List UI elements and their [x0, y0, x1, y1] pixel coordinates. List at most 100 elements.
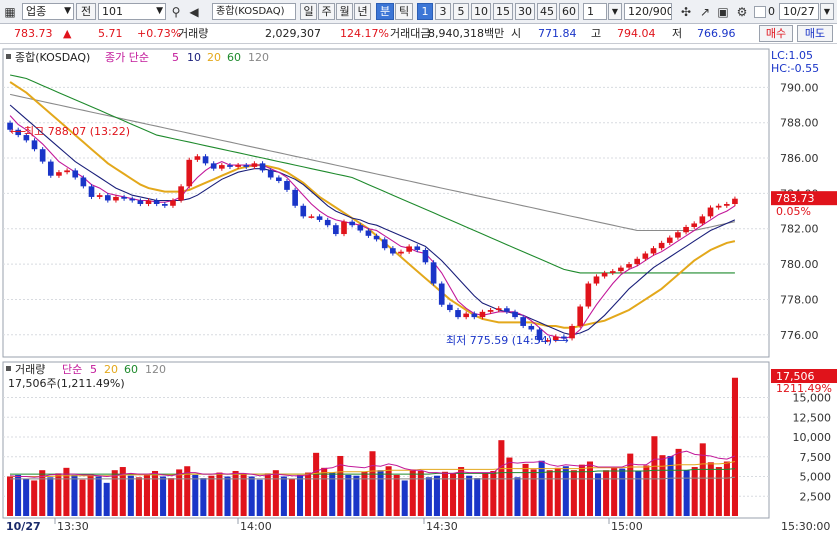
interval-1-button[interactable]: 1	[417, 3, 433, 20]
candle	[520, 317, 526, 326]
candle	[601, 272, 608, 277]
volume-bar	[441, 471, 449, 516]
period-month-button[interactable]: 월	[336, 3, 353, 20]
price-change-percent: +0.73%	[137, 27, 182, 40]
low-label: 저	[672, 27, 683, 40]
lc-indicator: LC:1.05	[771, 49, 813, 62]
interval-3-button[interactable]: 3	[435, 3, 451, 20]
volume-bar	[184, 466, 191, 516]
chart-area[interactable]: 776.00778.00780.00782.00784.00786.00788.…	[0, 44, 837, 536]
volume-bar	[200, 478, 207, 516]
candle	[666, 237, 673, 243]
candle	[609, 271, 616, 273]
volume-bar	[63, 467, 70, 516]
candle	[398, 251, 404, 254]
quote-bar: 783.73 ▲ 5.71 +0.73% 거래량 2,029,307 124.1…	[0, 24, 837, 44]
price-legend-ma5: 5	[172, 51, 179, 64]
last-volume-percent: 1211.49%	[776, 382, 832, 395]
candle	[715, 205, 722, 208]
save-icon[interactable]: ▣	[717, 5, 729, 19]
candle	[47, 161, 54, 176]
volume-bar	[216, 472, 223, 516]
price-y-tick: 786.00	[780, 152, 819, 165]
volume-ma20-line	[10, 461, 736, 477]
grid-menu-icon[interactable]: ▦	[4, 5, 16, 19]
candle	[675, 232, 681, 238]
candle	[626, 264, 632, 268]
interval-60-button[interactable]: 60	[559, 3, 579, 20]
period-year-button[interactable]: 년	[354, 3, 371, 20]
volume-bar	[143, 474, 150, 516]
interval-10-button[interactable]: 10	[471, 3, 491, 20]
volume-bar	[15, 474, 22, 516]
sell-button[interactable]: 매도	[797, 25, 833, 42]
volume-bar	[39, 470, 46, 516]
volume-bar	[595, 473, 602, 516]
candle	[699, 216, 706, 224]
market-select[interactable]: 업종 ▼	[22, 3, 74, 20]
interval-30-button[interactable]: 30	[515, 3, 535, 20]
candle	[552, 336, 559, 341]
candle	[316, 216, 323, 220]
volume-bar	[240, 474, 247, 516]
volume-bar	[135, 477, 142, 516]
price-pane: 776.00778.00780.00782.00784.00786.00788.…	[2, 48, 837, 358]
volume-label: 거래량	[178, 27, 209, 40]
volume-bar	[723, 461, 730, 516]
candle	[88, 186, 95, 197]
volume-bar	[715, 467, 722, 516]
search-icon[interactable]: ⚲	[171, 5, 181, 19]
volume-bar	[401, 480, 408, 516]
chevron-down-icon[interactable]: ▼	[820, 3, 834, 20]
volume-ma60-line	[10, 468, 736, 475]
open-label: 시	[511, 27, 522, 40]
volume-bar	[353, 475, 360, 516]
date-field[interactable]: 10/27	[779, 3, 819, 20]
volume-bar	[667, 455, 674, 516]
low-annotation-text: 최저 775.59 (14:54)	[446, 334, 552, 347]
volume-bar	[586, 461, 594, 516]
price-y-tick: 790.00	[780, 81, 819, 94]
period-week-button[interactable]: 주	[318, 3, 335, 20]
candle	[267, 170, 274, 178]
gear-icon[interactable]: ⚙	[736, 5, 748, 19]
buy-button[interactable]: 매수	[759, 25, 793, 42]
code-input-value: 101	[102, 5, 123, 18]
period-tick-button[interactable]: 틱	[395, 3, 413, 20]
period-day-button[interactable]: 일	[300, 3, 317, 20]
high-value: 794.04	[617, 27, 656, 40]
code-input[interactable]: 101 ▼	[98, 3, 166, 20]
pane-toggle-icon[interactable]	[6, 366, 11, 371]
chevron-down-icon[interactable]: ▼	[608, 3, 622, 20]
period-minute-button[interactable]: 분	[376, 3, 394, 20]
interval-15-button[interactable]: 15	[493, 3, 513, 20]
interval-input[interactable]: 1	[583, 3, 607, 20]
candle	[406, 246, 412, 252]
candle	[56, 172, 62, 176]
volume-legend-ma60: 60	[124, 363, 138, 376]
candle	[593, 276, 600, 284]
volume-bar	[176, 469, 183, 516]
zero-checkbox[interactable]	[754, 6, 766, 18]
draw-line-icon[interactable]: ↗	[699, 5, 711, 19]
crosshair-icon[interactable]: ✣	[680, 5, 692, 19]
candle	[308, 216, 315, 218]
volume-pane-title: 거래량	[15, 363, 45, 376]
candle	[194, 156, 201, 160]
interval-45-button[interactable]: 45	[537, 3, 557, 20]
speaker-icon[interactable]: ◀	[189, 5, 199, 19]
candle	[504, 308, 510, 312]
candle	[373, 235, 380, 240]
volume-ma120-line	[10, 476, 736, 480]
prev-button[interactable]: 전	[76, 3, 96, 20]
candle	[170, 200, 176, 206]
volume-bar	[127, 475, 134, 516]
volume-bars	[7, 377, 738, 516]
candle	[422, 249, 429, 263]
volume-bar	[691, 467, 698, 516]
interval-5-button[interactable]: 5	[453, 3, 469, 20]
volume-bar	[256, 479, 263, 516]
volume-bar	[345, 474, 352, 516]
candle	[145, 200, 152, 204]
pane-toggle-icon[interactable]	[6, 54, 11, 59]
